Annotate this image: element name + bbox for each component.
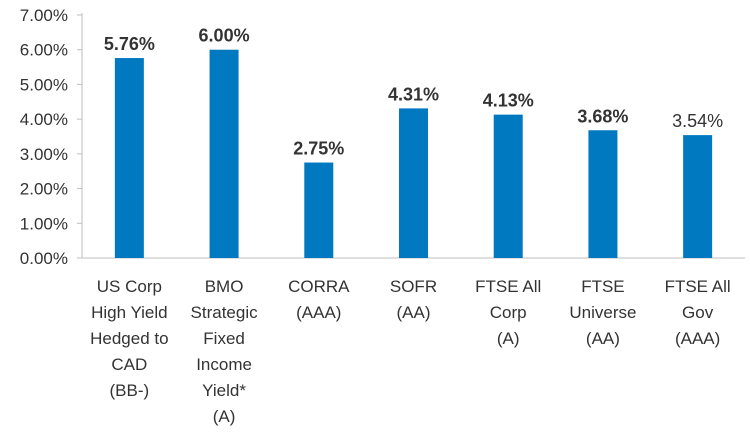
data-label: 3.68% (577, 106, 628, 126)
bar (493, 114, 523, 258)
y-tick-label: 7.00% (20, 6, 68, 25)
data-label: 6.00% (199, 26, 250, 46)
category-label-line: (AAA) (296, 303, 341, 322)
category-label-line: BMO (205, 277, 244, 296)
bars (114, 49, 713, 258)
x-axis-categories: US Corp High Yield Hedged to CAD (BB-) BMO Str… (90, 277, 731, 426)
category-label-line: (AA) (397, 303, 431, 322)
bar (399, 108, 428, 258)
category-label-line: Fixed (203, 329, 245, 348)
category-label: US Corp High Yield Hedged to CAD (BB-) (90, 277, 168, 400)
bar (114, 58, 144, 258)
category-label-line: (BB-) (110, 381, 150, 400)
data-label: 4.31% (388, 84, 439, 104)
y-tick-label: 4.00% (20, 110, 68, 129)
category-label-line: (A) (497, 329, 520, 348)
data-label: 3.54% (672, 111, 723, 131)
y-tick-label: 6.00% (20, 41, 68, 60)
category-label: FTSE Universe (AA) (569, 277, 636, 348)
y-axis: 0.00% 1.00% 2.00% 3.00% 4.00% 5.00% 6.00% 7.00% (20, 6, 745, 268)
bar (304, 162, 334, 258)
category-label-line: Corp (490, 303, 527, 322)
category-label-line: Income (196, 355, 252, 374)
category-label-line: SOFR (390, 277, 437, 296)
category-label-line: Hedged to (90, 329, 168, 348)
y-tick-label: 0.00% (20, 249, 68, 268)
bar (209, 49, 239, 258)
category-label-line: Gov (682, 303, 714, 322)
category-label-line: FTSE All (475, 277, 541, 296)
category-label-line: FTSE (581, 277, 624, 296)
category-label-line: (A) (213, 407, 236, 426)
category-label: CORRA (AAA) (288, 277, 350, 322)
y-tick-label: 5.00% (20, 75, 68, 94)
category-label-line: CORRA (288, 277, 350, 296)
category-label-line: Yield* (202, 381, 246, 400)
data-labels: 5.76% 6.00% 2.75% 4.31% 4.13% 3.68% 3.54% (104, 26, 723, 159)
y-tick-label: 2.00% (20, 180, 68, 199)
category-label-line: (AAA) (675, 329, 720, 348)
category-label: FTSE All Gov (AAA) (665, 277, 731, 348)
category-label-line: CAD (111, 355, 147, 374)
category-label: BMO Strategic Fixed Income Yield* (A) (191, 277, 259, 426)
category-label-line: (AA) (586, 329, 620, 348)
category-label-line: Strategic (191, 303, 259, 322)
category-label-line: FTSE All (665, 277, 731, 296)
data-label: 4.13% (483, 91, 534, 111)
bar (683, 135, 713, 258)
category-label-line: Universe (569, 303, 636, 322)
data-label: 2.75% (293, 139, 344, 159)
category-label-line: US Corp (97, 277, 162, 296)
category-label: FTSE All Corp (A) (475, 277, 541, 348)
category-label: SOFR (AA) (390, 277, 437, 322)
bar (588, 130, 618, 258)
data-label: 5.76% (104, 34, 155, 54)
y-tick-label: 3.00% (20, 145, 68, 164)
y-tick-label: 1.00% (20, 214, 68, 233)
category-label-line: High Yield (91, 303, 168, 322)
